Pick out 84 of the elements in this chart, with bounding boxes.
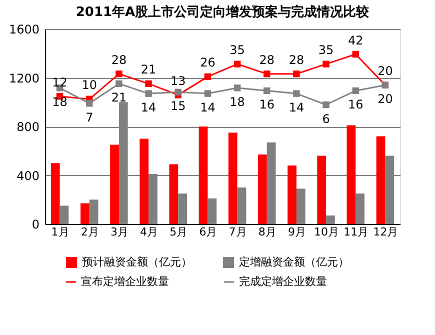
data-label: 21	[140, 62, 156, 77]
data-label: 26	[200, 56, 216, 70]
bar	[296, 188, 306, 224]
bar	[60, 206, 69, 224]
point	[322, 101, 330, 108]
data-label: 28	[259, 52, 275, 67]
bar	[288, 166, 296, 224]
y-tick-label: 800	[16, 120, 40, 134]
point	[293, 70, 300, 78]
bar	[80, 203, 90, 224]
point	[174, 88, 182, 96]
data-label: 28	[111, 52, 127, 67]
bar	[356, 194, 364, 224]
point	[116, 80, 122, 88]
data-label: 42	[348, 33, 364, 48]
bar	[208, 198, 217, 224]
point	[116, 70, 122, 78]
bar	[237, 187, 246, 224]
point	[264, 87, 270, 94]
bar	[376, 136, 386, 224]
point	[86, 100, 93, 107]
data-label: 28	[288, 52, 304, 67]
bar	[178, 194, 187, 224]
y-tick-label: 400	[16, 168, 40, 183]
bar	[110, 144, 119, 224]
bar	[89, 200, 98, 224]
data-label: 12	[52, 75, 68, 90]
data-label: 10	[82, 78, 98, 92]
y-tick-label: 1600	[8, 22, 40, 36]
point	[352, 50, 359, 58]
x-tick-label: 7月	[228, 226, 247, 238]
x-tick-label: 8月	[258, 226, 276, 238]
bar	[50, 163, 60, 224]
bar	[169, 164, 178, 224]
x-tick-label: 2月	[80, 226, 99, 238]
point	[293, 90, 300, 97]
data-label: 20	[378, 92, 393, 106]
bar	[326, 215, 335, 224]
chart-title: 2011年A股上市公司定向增发预案与完成情况比较	[76, 4, 370, 20]
data-label: 18	[230, 94, 245, 109]
data-label: 14	[200, 100, 216, 115]
data-label: 14	[288, 100, 304, 115]
x-tick-label: 9月	[288, 226, 306, 238]
point	[234, 84, 241, 92]
data-label: 16	[259, 98, 275, 112]
x-tick-label: 6月	[199, 226, 218, 238]
bar	[140, 138, 149, 224]
x-tick-label: 11月	[344, 226, 369, 238]
data-label: 35	[318, 43, 334, 58]
point	[264, 70, 270, 78]
legend-label: 宣布定增企业数量	[81, 275, 169, 288]
data-label: 7	[86, 110, 94, 124]
point	[204, 73, 212, 80]
point	[204, 90, 212, 97]
bar	[258, 154, 267, 224]
x-tick-label: 1月	[51, 226, 70, 238]
bar	[317, 156, 326, 224]
legend-label: 完成定增企业数量	[239, 275, 327, 288]
data-label: 35	[230, 43, 245, 58]
bar	[198, 126, 208, 224]
point	[234, 60, 241, 68]
data-label: 21	[111, 90, 127, 105]
data-label: 6	[322, 112, 330, 126]
data-label: 13	[170, 74, 186, 88]
point	[352, 87, 359, 94]
data-label: 20	[378, 64, 393, 78]
x-tick-label: 3月	[110, 226, 128, 238]
bar	[228, 132, 238, 224]
y-tick-label: 1200	[8, 71, 40, 86]
legend-label: 定增融资金额（亿元）	[239, 256, 349, 269]
y-tick-label: 0	[32, 218, 40, 232]
data-label: 15	[170, 99, 186, 114]
point	[322, 60, 330, 68]
x-tick-label: 4月	[140, 226, 158, 238]
bar	[346, 125, 356, 224]
point	[145, 90, 152, 97]
point	[145, 80, 152, 88]
data-label: 16	[348, 98, 364, 112]
data-label: 18	[52, 94, 68, 109]
x-tick-label: 5月	[170, 226, 188, 238]
data-label: 14	[140, 100, 156, 115]
legend-label: 预计融资金额（亿元）	[82, 256, 192, 269]
x-tick-label: 12月	[373, 226, 398, 238]
x-tick-label: 10月	[314, 226, 340, 238]
